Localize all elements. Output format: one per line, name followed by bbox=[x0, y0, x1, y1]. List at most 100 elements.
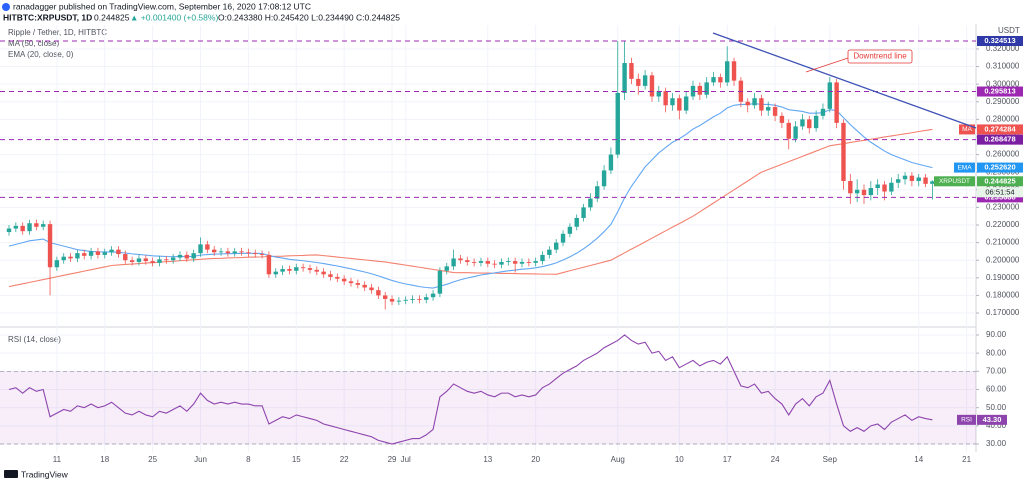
x-tick-label: 22 bbox=[340, 455, 349, 464]
candle-body bbox=[102, 252, 107, 255]
y-tick-label: 30.00 bbox=[986, 439, 1007, 448]
candle-body bbox=[232, 251, 237, 254]
y-tick-label: 80.00 bbox=[986, 348, 1007, 357]
candle-body bbox=[355, 283, 361, 285]
rsi-tag bbox=[977, 414, 1007, 425]
price-tag-label: 0.244825 bbox=[984, 176, 1015, 185]
candle-body bbox=[868, 188, 874, 196]
candle-body bbox=[533, 261, 538, 263]
y-tick-label: 0.200000 bbox=[986, 255, 1020, 264]
y-tick-label: 60.00 bbox=[986, 385, 1007, 394]
candle-body bbox=[75, 253, 80, 259]
candle-body bbox=[47, 224, 53, 268]
candle-body bbox=[752, 98, 757, 106]
candle-body bbox=[848, 180, 853, 194]
legend-ema: EMA (20, close, 0) bbox=[8, 50, 74, 59]
candle-body bbox=[499, 261, 504, 265]
candle-body bbox=[218, 251, 224, 253]
candle-body bbox=[629, 63, 634, 79]
price-tag-name-box bbox=[934, 176, 975, 187]
y-tick-label: 0.310000 bbox=[986, 62, 1020, 71]
y-tick-label: 70.00 bbox=[986, 366, 1007, 375]
candle-body bbox=[677, 98, 682, 111]
candle-body bbox=[458, 258, 463, 261]
candle-body bbox=[793, 126, 798, 139]
candle-body bbox=[123, 254, 128, 261]
rsi-band bbox=[0, 371, 976, 445]
annotation-box bbox=[847, 49, 913, 64]
y-tick-label: 0.180000 bbox=[986, 291, 1020, 300]
candle-body bbox=[697, 85, 703, 95]
candle-body bbox=[485, 261, 490, 264]
candle-body bbox=[287, 269, 292, 271]
x-tick-label: 17 bbox=[723, 455, 732, 464]
annotation-pointer bbox=[805, 57, 849, 73]
candle-body bbox=[328, 274, 333, 277]
candle-body bbox=[383, 295, 388, 299]
candle-body bbox=[540, 254, 545, 262]
candle-body bbox=[875, 184, 880, 189]
candle-body bbox=[526, 261, 532, 263]
candle-body bbox=[157, 259, 162, 263]
price-tag bbox=[977, 124, 1023, 135]
candle-body bbox=[116, 249, 121, 255]
candle-body bbox=[930, 181, 935, 184]
candle-body bbox=[800, 119, 805, 127]
candle-body bbox=[731, 61, 737, 81]
candle-body bbox=[704, 82, 709, 95]
candle-body bbox=[396, 300, 402, 302]
price-tag-label: 0.252620 bbox=[984, 163, 1015, 172]
candle-body bbox=[820, 108, 826, 116]
candle-body bbox=[807, 119, 812, 129]
y-tick-label: 90.00 bbox=[986, 330, 1007, 339]
candle-body bbox=[519, 261, 525, 264]
price-tag bbox=[977, 176, 1023, 187]
candle-body bbox=[465, 260, 470, 262]
price-tag-name: XRPUSDT bbox=[939, 178, 970, 185]
x-tick-label: 15 bbox=[292, 455, 301, 464]
x-tick-label: 24 bbox=[771, 455, 780, 464]
y-tick-label: 0.290000 bbox=[986, 97, 1020, 106]
indicator-line bbox=[8, 334, 933, 445]
indicator-line bbox=[8, 128, 933, 288]
y-tick-label: 0.230000 bbox=[986, 203, 1020, 212]
countdown-box bbox=[977, 187, 1023, 198]
legend-ma: MA (50, close) bbox=[8, 39, 59, 48]
candle-body bbox=[417, 298, 422, 300]
candle-body bbox=[280, 269, 285, 272]
candle-body bbox=[68, 256, 73, 259]
candle-body bbox=[718, 77, 723, 83]
y-tick-label: 0.280000 bbox=[986, 114, 1020, 123]
candle-body bbox=[649, 75, 655, 97]
candle-body bbox=[786, 122, 791, 139]
candle-body bbox=[54, 260, 60, 268]
candle-body bbox=[41, 224, 46, 227]
candle-body bbox=[13, 225, 19, 229]
candle-body bbox=[813, 115, 819, 129]
candle-body bbox=[725, 61, 730, 83]
candle-body bbox=[205, 244, 210, 250]
candle-body bbox=[916, 177, 921, 181]
candle-body bbox=[567, 226, 573, 234]
x-tick-label: Jun bbox=[194, 455, 207, 464]
candle-body bbox=[656, 91, 661, 97]
candle-body bbox=[88, 251, 94, 256]
price-tag-name-box bbox=[959, 124, 975, 135]
candle-body bbox=[642, 75, 648, 86]
y-tick-label: 0.260000 bbox=[986, 150, 1020, 159]
candle-body bbox=[882, 184, 887, 192]
candle-body bbox=[663, 91, 668, 106]
candle-body bbox=[410, 298, 415, 300]
candle-body bbox=[95, 251, 101, 255]
x-tick-label: 14 bbox=[914, 455, 923, 464]
last-price: 0.244825 bbox=[94, 12, 130, 22]
y-tick-label: 50.00 bbox=[986, 403, 1007, 412]
candle-body bbox=[506, 261, 511, 262]
rsi-tag-name: RSI bbox=[961, 417, 972, 424]
candle-body bbox=[861, 189, 867, 196]
candle-body bbox=[212, 249, 217, 253]
x-tick-label: Sep bbox=[823, 455, 838, 464]
y-tick-label: 0.190000 bbox=[986, 273, 1020, 282]
